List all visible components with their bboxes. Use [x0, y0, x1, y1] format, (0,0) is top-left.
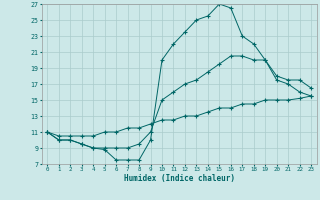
X-axis label: Humidex (Indice chaleur): Humidex (Indice chaleur) [124, 174, 235, 183]
